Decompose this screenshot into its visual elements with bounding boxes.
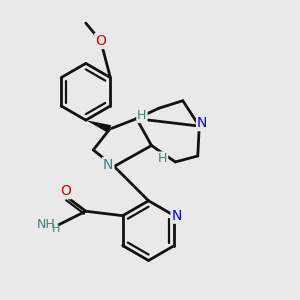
Text: O: O: [95, 34, 106, 48]
Text: H: H: [137, 109, 147, 122]
Text: H: H: [158, 152, 167, 166]
Text: N: N: [197, 116, 207, 130]
Text: NH: NH: [37, 218, 56, 231]
Text: N: N: [103, 158, 113, 172]
Polygon shape: [86, 120, 111, 133]
Text: H: H: [52, 224, 61, 234]
Text: O: O: [60, 184, 71, 198]
Text: N: N: [172, 209, 182, 223]
